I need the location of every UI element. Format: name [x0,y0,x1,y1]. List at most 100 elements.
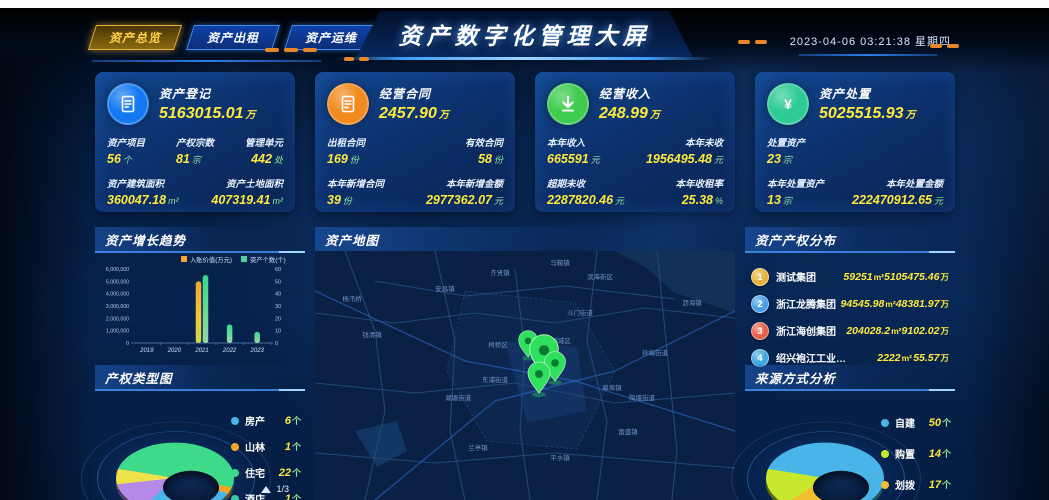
stat-value: 58 份 [478,152,503,166]
panel-asset-map: 资产地图 马鞍镇 滨海新区 齐贤镇 安昌镇 杨汛桥 沥海镇 斗门街道 钱清镇 柯桥区 越城区 孙端街… [315,227,735,500]
legend-dot [231,442,239,451]
kpi-stat-row: 本年新增合同 39 份 本年新增金额 2977362.07 元 [327,176,503,207]
stat-unit: 处 [273,155,283,165]
kpi-card-unit: 万 [245,110,256,121]
tab-label: 资产总览 [109,31,162,45]
map-highway [315,290,735,432]
rank-badge: 1 [751,267,769,286]
donut-slices[interactable] [116,442,234,500]
blue-line-decoration [798,54,938,56]
svg-text:0: 0 [126,341,129,347]
tab-rent[interactable]: 资产出租 [185,25,281,50]
legend-unit: 个 [291,442,301,452]
tab-overview[interactable]: 资产总览 [87,25,183,50]
legend-dot [231,468,239,477]
stat-unit: 元 [713,155,723,165]
svg-text:30: 30 [275,304,281,310]
kpi-card-value: 5163015.01 万 [159,105,256,122]
map-label: 兰亭镇 [468,443,488,452]
map-label: 马鞍镇 [550,258,570,267]
amount-unit: 万 [940,298,949,309]
source-type-legend-item[interactable]: 划拨 17个 [881,477,951,492]
kpi-card-title: 经营合同 [379,87,432,101]
panel-property-distribution: 资产产权分布 1 测试集团 59251m² 5105475.46万 2 浙江龙腾集团 945… [745,227,955,367]
stat-value: 360047.18 m² [107,193,179,207]
svg-text:2,000,000: 2,000,000 [106,316,129,322]
legend-dot [881,418,889,427]
stat-value: 2977362.07 元 [425,193,503,207]
source-type-legend-item[interactable]: 自建 50个 [881,415,951,430]
stat-label: 本年处置资产 [767,179,825,190]
stat-unit: 份 [493,155,503,165]
map-label: 齐贤镇 [490,268,510,277]
distribution-area: 2222m² [877,351,912,364]
panel-property-type: 产权类型图 房产6个山林1个住宅22个酒店1个 1/3 [80,365,305,500]
kpi-card-head: 经营收入 248.99 万 [547,83,723,125]
map-water [615,251,735,313]
property-type-legend-item[interactable]: 酒店 1个 [231,491,301,500]
legend-label: 自建 [895,419,915,430]
source-type-legend-item[interactable]: 购置 14个 [881,446,951,461]
distribution-name: 浙江龙腾集团 [776,300,836,311]
panel-asset-growth: 资产增长趋势 入账价值(万元) 资产个数(个) 0 1,000,000 2,000,00… [95,227,305,359]
property-type-legend-item[interactable]: 住宅 22个 [231,465,301,480]
distribution-amount: 9102.02万 [901,324,949,337]
legend-label: 山林 [245,443,265,454]
document-icon [107,83,149,125]
property-type-legend: 房产6个山林1个住宅22个酒店1个 [231,413,301,500]
kpi-card-2: 经营合同 2457.90 万出租合同 169 份有效合同 58 份本年新增合同 39 份本年新增… [315,72,515,212]
stat-unit: 宗 [782,196,792,206]
svg-text:资产个数(个): 资产个数(个) [250,255,286,264]
map-pin[interactable] [527,361,551,398]
map-road [344,251,386,500]
stat-value: 1956495.48 元 [645,152,723,166]
distribution-area: 94545.98m² [840,297,896,310]
stat-unit: m² [168,196,179,206]
map-label: 斗门街道 [567,308,594,317]
panel-title-map: 资产地图 [315,227,735,253]
legend-pager[interactable]: 1/3 [261,484,289,494]
orange-dashes-decoration [265,48,317,52]
stat-label: 管理单元 [244,138,283,149]
stat-unit: 份 [342,196,352,206]
kpi-card-unit: 万 [905,110,916,121]
rank-badge: 4 [751,348,769,367]
svg-text:3,000,000: 3,000,000 [106,304,129,310]
kpi-stat: 有效合同 58 份 [465,135,503,166]
map-lake [355,421,407,467]
area-unit: m² [891,325,902,336]
map-label: 富盛镇 [618,427,638,436]
svg-text:2023: 2023 [250,348,265,354]
asset-growth-bar-chart[interactable]: 入账价值(万元) 资产个数(个) 0 1,000,000 2,000,000 3,000,… [95,253,305,357]
panel-title-growth: 资产增长趋势 [95,227,305,253]
distribution-list: 1 测试集团 59251m² 5105475.46万 2 浙江龙腾集团 94545.98m²… [751,263,949,371]
map-label: 东浦街道 [482,375,509,384]
contract-icon [327,83,369,125]
title-banner: 资产数字化管理大屏 [356,11,693,57]
legend-dot [881,449,889,458]
stat-value: 23 宗 [767,152,792,166]
kpi-card-unit: 万 [438,110,449,121]
stat-label: 本年未收 [684,138,723,149]
kpi-card-3: 经营收入 248.99 万本年收入 665591 元 本年未收 1956495.48 元超期未… [535,72,735,212]
asset-map[interactable]: 马鞍镇 滨海新区 齐贤镇 安昌镇 杨汛桥 沥海镇 斗门街道 钱清镇 柯桥区 越城区 孙端街道 东浦街道… [315,251,735,500]
kpi-stat-row: 处置资产 23 宗 [767,135,943,166]
property-type-legend-item[interactable]: 房产 6个 [231,413,301,428]
kpi-stat: 本年新增金额 2977362.07 元 [426,176,503,207]
legend-dot [881,480,889,489]
donut-slices[interactable] [766,442,884,500]
header: 资产总览 资产出租 资产运维 资产数字化管理大屏 2023-04-06 03:21:… [0,8,1049,72]
map-label: 滨海新区 [587,272,614,281]
panel-title-type: 产权类型图 [95,365,305,391]
orange-dashes-decoration [738,40,767,44]
stat-label: 本年新增金额 [445,179,503,190]
kpi-stat: 本年收入 665591 元 [547,135,600,166]
property-type-legend-item[interactable]: 山林 1个 [231,439,301,454]
top-strip [0,0,1049,8]
kpi-stat: 处置资产 23 宗 [767,135,805,166]
kpi-stat-row: 本年收入 665591 元 本年未收 1956495.48 元 [547,135,723,166]
legend-value: 6个 [284,415,301,427]
header-tabs: 资产总览 资产出租 资产运维 [87,25,379,50]
stat-value: 407319.41 m² [211,193,283,207]
